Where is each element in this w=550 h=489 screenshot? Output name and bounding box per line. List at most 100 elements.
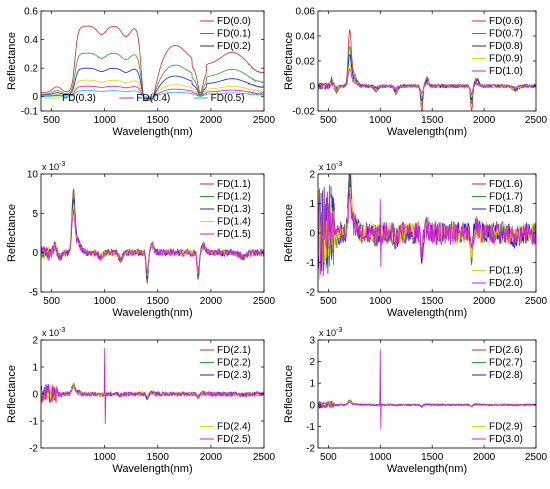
series-group xyxy=(318,29,536,111)
legend-label: FD(0.2) xyxy=(217,41,251,52)
series-line-FD(3.0) xyxy=(318,349,536,429)
series-line-FD(0.5) xyxy=(41,90,264,98)
y-tick-label: 1 xyxy=(32,363,38,374)
y-tick-label: 2 xyxy=(309,170,315,181)
legend-label: FD(2.9) xyxy=(489,422,523,433)
legend-label: FD(0.7) xyxy=(489,29,523,40)
y-axis-title: Reflectance xyxy=(283,365,295,423)
series-group xyxy=(41,347,264,425)
y-tick-label: 0.6 xyxy=(24,7,38,18)
legend-label: FD(1.1) xyxy=(217,179,251,190)
legend-label: FD(2.3) xyxy=(217,370,251,381)
y-tick-label: 0 xyxy=(309,82,315,93)
x-tick-label: 2500 xyxy=(525,115,548,126)
legend-label: FD(2.1) xyxy=(217,345,251,356)
chart-panel-6: 500 1000 1500 2000 2500 -2 -1 0 1 2 3 x 10-3 Wavelen… xyxy=(283,327,548,475)
legend-label: FD(0.9) xyxy=(489,54,523,65)
y-tick-label: 2 xyxy=(309,357,315,368)
y-tick-label: 0 xyxy=(32,92,38,103)
x-tick-label: 2500 xyxy=(525,452,548,463)
chart-panel-2: 500 1000 1500 2000 2500 -0.02 0 0.02 0.04 0.06 Wav… xyxy=(283,7,548,139)
x-axis-title: Wavelength(nm) xyxy=(387,307,467,319)
x-tick-label: 2000 xyxy=(200,452,223,463)
legend-label: FD(1.5) xyxy=(217,229,251,240)
series-line-FD(0.0) xyxy=(41,25,264,101)
y-axis-title: Reflectance xyxy=(283,32,295,90)
x-tick-label: 1500 xyxy=(421,296,444,307)
series-group xyxy=(318,349,536,429)
y-tick-label: -2 xyxy=(306,444,315,455)
legend-label: FD(2.5) xyxy=(217,434,251,445)
x-tick-label: 1000 xyxy=(369,296,392,307)
plot-frame xyxy=(40,173,265,293)
legend-label: FD(3.0) xyxy=(489,434,523,445)
y-tick-label: -0.02 xyxy=(292,107,315,118)
y-tick-label: -2 xyxy=(29,444,38,455)
y-exponent: x 10-3 xyxy=(42,161,65,172)
legend-label: FD(1.2) xyxy=(217,192,251,203)
legend-label: FD(1.7) xyxy=(489,192,523,203)
legend-label: FD(1.8) xyxy=(489,204,523,215)
series-line-FD(2.5) xyxy=(41,347,264,425)
x-tick-label: 500 xyxy=(320,115,337,126)
y-tick-label: 0.4 xyxy=(24,35,38,46)
y-tick-label: 0 xyxy=(32,248,38,259)
y-tick-label: 0.06 xyxy=(296,7,316,18)
legend-label: FD(1.0) xyxy=(489,66,523,77)
y-tick-label: -5 xyxy=(29,288,38,299)
series-group xyxy=(41,25,264,101)
legend-label: FD(0.0) xyxy=(217,16,251,27)
x-tick-label: 1000 xyxy=(94,452,117,463)
x-tick-label: 2000 xyxy=(200,296,223,307)
y-tick-label: 0.02 xyxy=(296,57,316,68)
x-axis-title: Wavelength(nm) xyxy=(112,126,192,138)
y-tick-label: -1 xyxy=(306,258,315,269)
y-exponent: x 10-3 xyxy=(42,327,65,338)
x-tick-label: 1000 xyxy=(94,296,117,307)
legend-label: FD(1.9) xyxy=(489,266,523,277)
x-tick-label: 2500 xyxy=(253,296,276,307)
x-tick-label: 500 xyxy=(43,296,60,307)
plot-frame xyxy=(317,339,537,449)
plot-frame xyxy=(40,10,265,112)
legend-label: FD(2.6) xyxy=(489,345,523,356)
series-group xyxy=(41,188,264,284)
chart-panel-1: 500 1000 1500 2000 2500 -0.1 0 0.2 0.4 0.6 Wavelen… xyxy=(6,7,276,139)
y-tick-label: 0.2 xyxy=(24,64,38,75)
x-tick-label: 1000 xyxy=(94,115,117,126)
x-tick-label: 500 xyxy=(320,296,337,307)
legend-label: FD(0.8) xyxy=(489,41,523,52)
y-axis-title: Reflectance xyxy=(6,365,18,423)
x-axis-title: Wavelength(nm) xyxy=(112,463,192,475)
legend-label: FD(2.7) xyxy=(489,358,523,369)
legend-label: FD(0.6) xyxy=(489,16,523,27)
x-tick-label: 1000 xyxy=(369,115,392,126)
series-line-FD(2.4) xyxy=(41,383,264,404)
series-line-FD(1.5) xyxy=(41,208,264,274)
legend-label: FD(1.3) xyxy=(217,204,251,215)
y-tick-label: -1 xyxy=(29,417,38,428)
x-tick-label: 1500 xyxy=(147,115,170,126)
x-tick-label: 2500 xyxy=(253,452,276,463)
y-exponent: x 10-3 xyxy=(319,327,342,338)
legend-label: FD(2.4) xyxy=(217,422,251,433)
x-tick-label: 1500 xyxy=(147,296,170,307)
y-axis-title: Reflectance xyxy=(6,32,18,90)
series-line-FD(2.0) xyxy=(318,184,536,280)
legend-label: FD(0.3) xyxy=(62,93,96,104)
x-tick-label: 1500 xyxy=(147,452,170,463)
x-tick-label: 500 xyxy=(320,452,337,463)
x-tick-label: 1500 xyxy=(421,452,444,463)
legend-label: FD(0.5) xyxy=(211,93,245,104)
legend-label: FD(0.4) xyxy=(136,93,170,104)
x-tick-label: 2000 xyxy=(473,452,496,463)
y-tick-label: 1 xyxy=(309,379,315,390)
y-tick-label: 1 xyxy=(309,199,315,210)
y-tick-label: -1 xyxy=(306,422,315,433)
x-tick-label: 2000 xyxy=(473,115,496,126)
y-exponent: x 10-3 xyxy=(319,161,342,172)
x-axis-title: Wavelength(nm) xyxy=(112,307,192,319)
x-tick-label: 2500 xyxy=(525,296,548,307)
legend-label: FD(2.8) xyxy=(489,370,523,381)
